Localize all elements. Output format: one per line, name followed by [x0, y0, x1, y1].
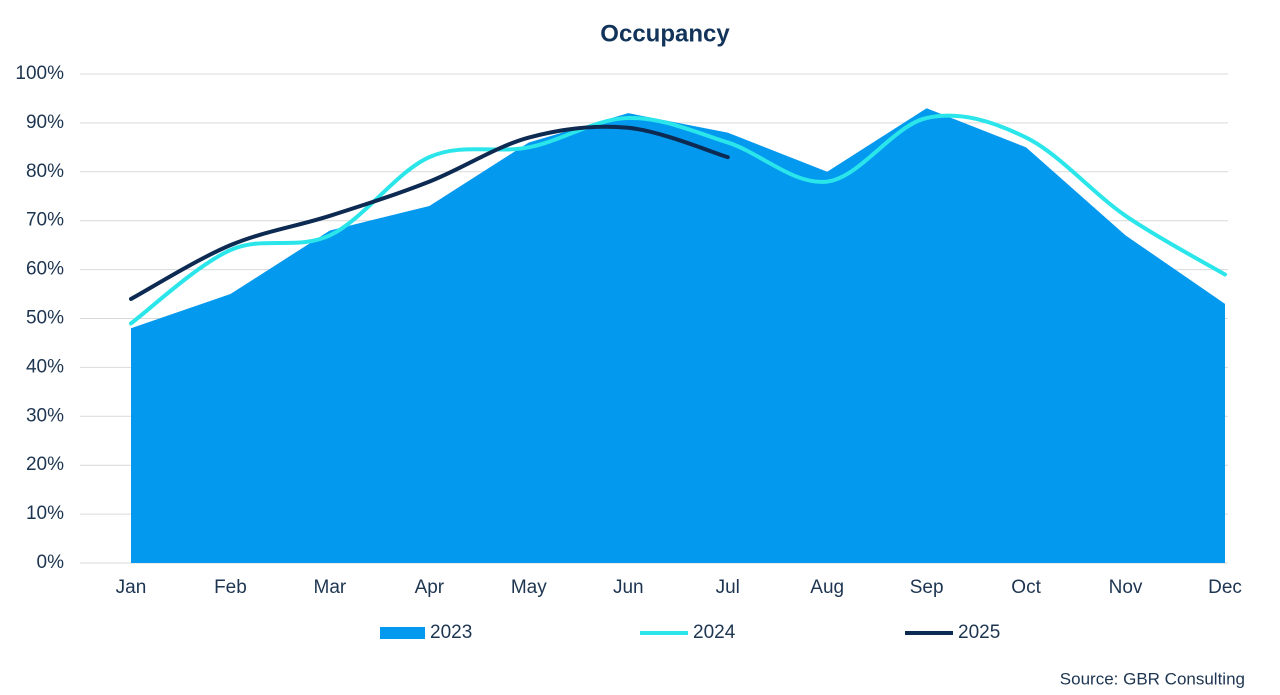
x-tick-label: Apr [415, 577, 445, 598]
y-tick-label: 40% [26, 356, 64, 377]
x-tick-label: Feb [214, 577, 247, 598]
legend-swatch [380, 627, 425, 639]
source-note: Source: GBR Consulting [1060, 669, 1245, 688]
y-tick-label: 60% [26, 259, 64, 280]
y-tick-label: 0% [37, 552, 65, 573]
y-tick-label: 80% [26, 161, 64, 182]
x-tick-label: Jan [116, 577, 147, 598]
x-tick-label: Aug [810, 577, 844, 598]
y-tick-label: 70% [26, 210, 64, 231]
x-tick-label: Nov [1109, 577, 1143, 598]
x-tick-label: Mar [314, 577, 347, 598]
x-tick-label: Sep [910, 577, 944, 598]
line [129, 124, 730, 301]
x-tick-label: May [511, 577, 547, 598]
y-tick-label: 10% [26, 503, 64, 524]
legend-label: 2024 [693, 622, 736, 643]
line [129, 113, 1227, 326]
x-tick-label: Dec [1208, 577, 1242, 598]
legend-label: 2025 [958, 622, 1000, 643]
y-tick-label: 90% [26, 112, 64, 133]
x-tick-label: Jul [716, 577, 740, 598]
y-tick-label: 20% [26, 454, 64, 475]
x-tick-label: Jun [613, 577, 644, 598]
area [131, 108, 1225, 563]
y-tick-label: 30% [26, 405, 64, 426]
y-tick-label: 100% [15, 63, 64, 84]
y-tick-label: 50% [26, 308, 64, 329]
x-tick-label: Oct [1011, 577, 1041, 598]
chart-title: Occupancy [600, 20, 730, 47]
legend-label: 2023 [430, 622, 472, 643]
